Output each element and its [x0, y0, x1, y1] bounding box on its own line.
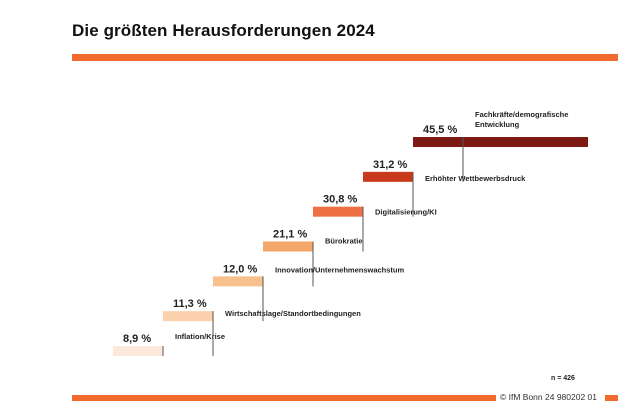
top-accent-rule: [72, 54, 618, 61]
category-label-2: Wirtschaftslage/Standortbedingungen: [225, 309, 361, 318]
step-bar-1: [113, 346, 163, 356]
bottom-accent-rule-left: [72, 395, 496, 401]
sample-size-note: n = 426: [551, 375, 575, 382]
step-bar-2: [163, 311, 213, 322]
step-bar-4: [263, 241, 313, 252]
step-bar-7: [413, 137, 588, 147]
value-label-6: 31,2 %: [373, 159, 407, 171]
value-label-7: 45,5 %: [423, 124, 457, 136]
step-bar-6: [363, 171, 413, 182]
category-label-1: Inflation/Krise: [175, 332, 225, 341]
bottom-accent-rule-right: [605, 395, 618, 401]
value-label-4: 21,1 %: [273, 229, 307, 241]
value-label-5: 30,8 %: [323, 194, 357, 206]
category-label-5: Digitalisierung/KI: [375, 208, 437, 217]
value-label-1: 8,9 %: [123, 333, 151, 345]
value-label-3: 12,0 %: [223, 263, 257, 275]
step-bar-3: [213, 276, 263, 287]
category-label-4: Bürokratie: [325, 237, 363, 246]
step-bar-5: [313, 206, 363, 217]
source-credit: © IfM Bonn 24 980202 01: [500, 392, 597, 402]
value-label-2: 11,3 %: [173, 298, 207, 310]
category-label-6: Erhöhter Wettbewerbsdruck: [425, 174, 526, 183]
chart-title: Die größten Herausforderungen 2024: [72, 21, 375, 40]
category-label-7: Fachkräfte/demografische Entwicklung: [475, 110, 568, 129]
category-label-3: Innovation/Unternehmenswachstum: [275, 265, 405, 274]
